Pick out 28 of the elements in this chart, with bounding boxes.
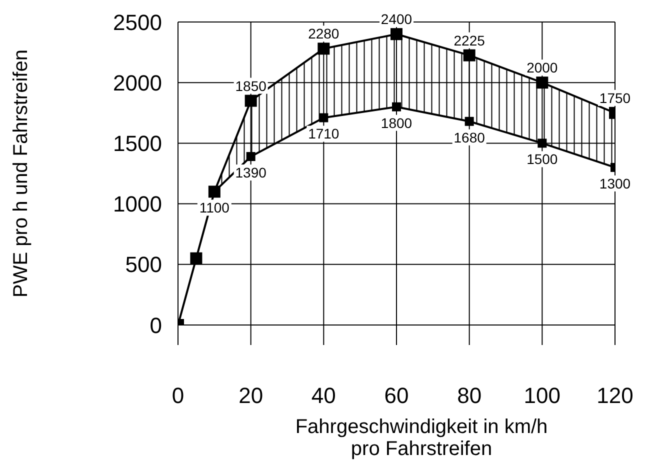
data-label: 1850 [235,78,267,94]
data-label: 1390 [235,164,267,181]
x-tick-label: 80 [457,383,482,408]
x-tick-label: 20 [238,383,264,408]
data-label: 2400 [380,11,412,28]
x-tick-label: 40 [311,383,336,408]
data-label: 2225 [454,32,486,48]
data-label: 1710 [308,126,340,142]
y-tick-label: 1000 [113,192,162,217]
y-tick-label: 500 [125,252,162,278]
x-tick-label: 120 [596,383,634,408]
y-tick-label: 2000 [113,70,162,96]
y-tick-label: 0 [150,312,162,338]
x-axis-title: Fahrgeschwindigkeit in km/h pro Fahrstreifen [295,416,548,460]
x-tick-label: 0 [172,383,184,408]
data-label: 1100 [199,200,230,216]
x-tick-label: 100 [524,383,561,408]
y-tick-label: 2500 [113,10,162,35]
y-axis-title: PWE pro h und Fahrstreifen [10,50,32,298]
data-label: 1800 [380,114,412,131]
data-label: 1680 [454,129,486,146]
data-label: 1500 [526,151,558,168]
data-label: 2280 [308,26,340,42]
y-tick-label: 1500 [113,131,162,156]
data-label: 2000 [526,60,558,76]
x-tick-label: 60 [384,383,409,408]
data-label: 1300 [599,175,631,192]
data-label: 1750 [599,90,631,106]
